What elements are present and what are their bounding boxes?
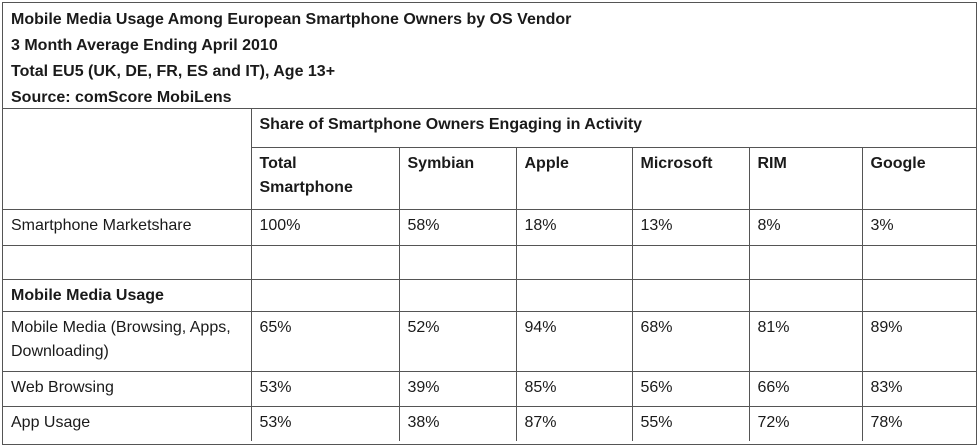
table-cell: 66%: [748, 370, 863, 407]
table-cell: 89%: [861, 310, 977, 372]
report-header: Mobile Media Usage Among European Smartp…: [3, 3, 976, 109]
table-cell: [748, 278, 863, 312]
table-row: App Usage 53% 38% 87% 55% 72% 78%: [3, 405, 977, 441]
section-label: Mobile Media Usage: [3, 278, 252, 312]
table-cell: 81%: [748, 310, 863, 372]
table-cell: [631, 244, 750, 280]
table-cell: 55%: [631, 405, 750, 441]
table-cell: 78%: [861, 405, 977, 441]
table-cell: 100%: [250, 208, 400, 246]
group-header-row: Share of Smartphone Owners Engaging in A…: [3, 109, 977, 210]
group-header: Share of Smartphone Owners Engaging in A…: [250, 109, 977, 148]
report-title: Mobile Media Usage Among European Smartp…: [11, 11, 572, 28]
table-cell: 53%: [250, 405, 400, 441]
table-cell: 8%: [748, 208, 863, 246]
table-cell: [515, 244, 633, 280]
table-cell: [748, 244, 863, 280]
column-header: Google: [861, 146, 977, 210]
table-cell: 87%: [515, 405, 633, 441]
table-cell: 65%: [250, 310, 400, 372]
table-row: Smartphone Marketshare 100% 58% 18% 13% …: [3, 208, 977, 246]
usage-table: Share of Smartphone Owners Engaging in A…: [3, 109, 977, 441]
table-row: Web Browsing 53% 39% 85% 56% 66% 83%: [3, 370, 977, 407]
table-cell: 39%: [398, 370, 517, 407]
column-header: Apple: [515, 146, 633, 210]
table-cell: [861, 278, 977, 312]
table-cell: 58%: [398, 208, 517, 246]
table-cell: [398, 278, 517, 312]
table-cell: [398, 244, 517, 280]
table-cell: 94%: [515, 310, 633, 372]
table-cell: [3, 244, 252, 280]
corner-cell: [3, 109, 252, 210]
report-source: Source: comScore MobiLens: [11, 89, 232, 106]
report-scope: Total EU5 (UK, DE, FR, ES and IT), Age 1…: [11, 63, 336, 80]
column-header: RIM: [748, 146, 863, 210]
column-header: Symbian: [398, 146, 517, 210]
table-cell: 18%: [515, 208, 633, 246]
table-cell: 68%: [631, 310, 750, 372]
table-cell: [861, 244, 977, 280]
column-header-row: Total Smartphone Symbian Apple Microsoft…: [3, 146, 977, 210]
table-cell: 83%: [861, 370, 977, 407]
section-row: Mobile Media Usage: [3, 278, 977, 312]
empty-row: [3, 244, 977, 280]
table-cell: 56%: [631, 370, 750, 407]
row-label: Smartphone Marketshare: [3, 208, 252, 246]
table-cell: 13%: [631, 208, 750, 246]
row-label: Web Browsing: [3, 370, 252, 407]
column-header: Total Smartphone: [251, 146, 400, 210]
table-cell: 72%: [748, 405, 863, 441]
table-cell: [515, 278, 633, 312]
table-cell: [631, 278, 750, 312]
table-cell: 52%: [398, 310, 517, 372]
table-cell: 85%: [515, 370, 633, 407]
row-label: App Usage: [3, 405, 252, 441]
table-cell: [250, 244, 400, 280]
column-header: Microsoft: [631, 146, 750, 210]
table-cell: 3%: [861, 208, 977, 246]
row-label: Mobile Media (Browsing, Apps, Downloadin…: [3, 310, 252, 372]
report-period: 3 Month Average Ending April 2010: [11, 37, 278, 54]
table-cell: 53%: [250, 370, 400, 407]
table-cell: [250, 278, 400, 312]
table-row: Mobile Media (Browsing, Apps, Downloadin…: [3, 310, 977, 372]
table-cell: 38%: [398, 405, 517, 441]
